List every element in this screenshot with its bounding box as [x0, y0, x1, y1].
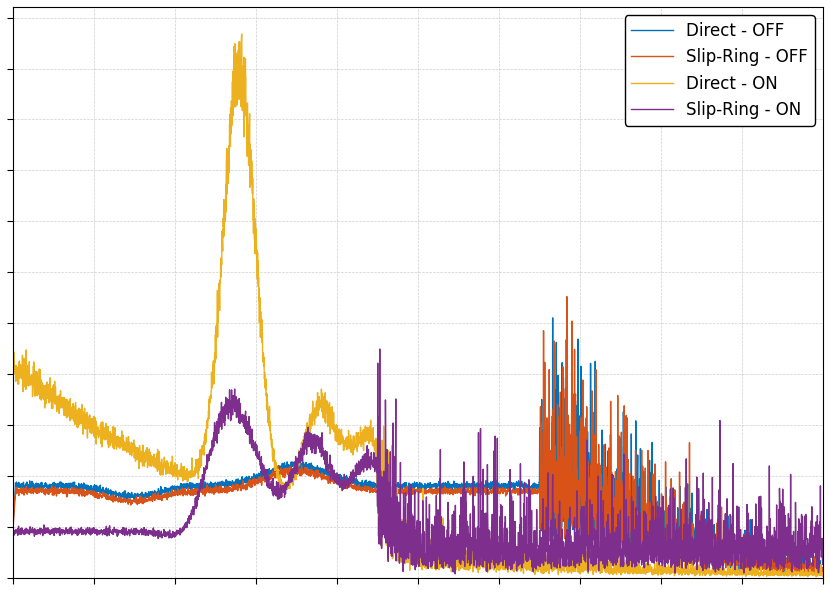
- Slip-Ring - OFF: [597, 499, 607, 506]
- Direct - OFF: [753, 567, 763, 574]
- Slip-Ring - ON: [393, 513, 403, 520]
- Slip-Ring - OFF: [753, 545, 763, 552]
- Direct - ON: [811, 573, 821, 580]
- Direct - ON: [349, 434, 359, 441]
- Direct - OFF: [7, 529, 17, 536]
- Slip-Ring - OFF: [562, 293, 572, 300]
- Direct - OFF: [818, 571, 828, 578]
- Slip-Ring - ON: [7, 551, 17, 558]
- Legend: Direct - OFF, Slip-Ring - OFF, Direct - ON, Slip-Ring - ON: Direct - OFF, Slip-Ring - OFF, Direct - …: [625, 15, 815, 126]
- Direct - ON: [237, 31, 247, 38]
- Direct - ON: [597, 566, 607, 573]
- Slip-Ring - OFF: [818, 572, 828, 579]
- Line: Direct - ON: Direct - ON: [12, 34, 823, 576]
- Direct - ON: [753, 569, 763, 576]
- Direct - OFF: [793, 559, 803, 566]
- Slip-Ring - OFF: [354, 486, 364, 493]
- Line: Slip-Ring - OFF: Slip-Ring - OFF: [12, 297, 823, 576]
- Slip-Ring - ON: [597, 537, 607, 544]
- Slip-Ring - OFF: [793, 566, 803, 573]
- Direct - ON: [818, 571, 828, 578]
- Line: Slip-Ring - ON: Slip-Ring - ON: [12, 349, 823, 574]
- Slip-Ring - ON: [753, 564, 763, 571]
- Direct - OFF: [818, 570, 828, 577]
- Direct - OFF: [348, 480, 358, 487]
- Direct - OFF: [354, 479, 364, 486]
- Slip-Ring - OFF: [7, 532, 17, 539]
- Direct - OFF: [597, 483, 607, 490]
- Direct - OFF: [393, 484, 403, 491]
- Slip-Ring - ON: [354, 463, 364, 470]
- Direct - ON: [393, 528, 403, 535]
- Slip-Ring - ON: [450, 571, 460, 578]
- Slip-Ring - ON: [348, 475, 358, 482]
- Slip-Ring - ON: [375, 346, 385, 353]
- Direct - ON: [7, 463, 17, 470]
- Line: Direct - OFF: Direct - OFF: [12, 318, 823, 575]
- Slip-Ring - OFF: [348, 484, 358, 491]
- Slip-Ring - OFF: [393, 487, 403, 494]
- Direct - ON: [793, 568, 803, 575]
- Slip-Ring - ON: [818, 548, 828, 555]
- Slip-Ring - OFF: [818, 572, 828, 579]
- Slip-Ring - ON: [793, 560, 803, 567]
- Direct - OFF: [548, 314, 558, 322]
- Direct - ON: [354, 435, 364, 442]
